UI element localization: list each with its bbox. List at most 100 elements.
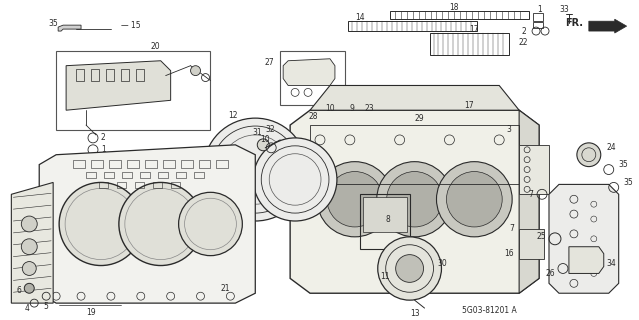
Text: 31: 31 (252, 128, 262, 138)
Bar (360, 194, 410, 249)
Text: 18: 18 (450, 3, 459, 12)
Bar (91, 160, 103, 168)
Bar (106, 69, 114, 81)
Polygon shape (290, 110, 539, 293)
Text: 1: 1 (537, 5, 543, 14)
Bar (194, 172, 203, 179)
Text: 35: 35 (619, 160, 628, 169)
Text: 2: 2 (521, 27, 527, 36)
Text: 11: 11 (380, 272, 389, 281)
Circle shape (447, 172, 502, 227)
Circle shape (59, 182, 142, 266)
Polygon shape (39, 145, 255, 303)
Bar (348, 21, 477, 31)
Bar (158, 172, 167, 179)
Text: — 15: — 15 (121, 20, 141, 30)
Circle shape (253, 138, 337, 221)
Polygon shape (283, 59, 335, 85)
Circle shape (22, 261, 36, 276)
Text: 1: 1 (101, 145, 105, 154)
Bar (163, 160, 174, 168)
Polygon shape (58, 25, 81, 31)
Text: 30: 30 (438, 259, 447, 268)
Bar (121, 69, 129, 81)
Bar (117, 182, 126, 188)
Circle shape (190, 66, 201, 76)
Text: 29: 29 (415, 114, 424, 123)
Bar (217, 160, 228, 168)
Text: 10: 10 (325, 104, 335, 113)
Text: 34: 34 (607, 259, 617, 268)
Circle shape (317, 162, 393, 237)
Circle shape (258, 139, 269, 151)
Text: 8: 8 (385, 214, 390, 224)
Bar (109, 160, 121, 168)
Polygon shape (310, 85, 519, 110)
Circle shape (21, 216, 37, 232)
Text: 13: 13 (410, 308, 419, 317)
Bar (122, 172, 132, 179)
Polygon shape (12, 182, 53, 303)
Text: 28: 28 (308, 112, 318, 121)
Bar (136, 69, 144, 81)
Circle shape (203, 118, 307, 221)
Bar (390, 11, 529, 19)
Text: 17: 17 (465, 101, 474, 110)
Text: 7: 7 (528, 190, 533, 199)
Circle shape (119, 182, 203, 266)
Text: FR.: FR. (565, 18, 583, 28)
Text: 16: 16 (505, 249, 514, 258)
Bar (533, 13, 543, 21)
Bar (533, 22, 543, 28)
Circle shape (396, 255, 424, 282)
Bar (76, 69, 84, 81)
Circle shape (24, 283, 35, 293)
Text: 7: 7 (509, 224, 514, 233)
Text: 14: 14 (355, 13, 365, 22)
Circle shape (387, 172, 442, 227)
Text: 25: 25 (536, 232, 546, 241)
Circle shape (377, 162, 452, 237)
Bar (99, 182, 108, 188)
Text: 5: 5 (43, 301, 49, 311)
Bar (181, 160, 192, 168)
Bar (363, 197, 406, 232)
Bar (176, 172, 185, 179)
Bar (145, 160, 157, 168)
Text: 22: 22 (518, 38, 528, 47)
Bar (140, 172, 150, 179)
Text: 5G03-81201 A: 5G03-81201 A (462, 306, 517, 315)
Bar (310, 125, 519, 184)
Text: 27: 27 (265, 58, 274, 67)
Text: 20: 20 (151, 42, 160, 52)
Text: 35: 35 (624, 178, 633, 187)
Bar (56, 51, 210, 130)
Text: 10: 10 (261, 135, 270, 144)
Bar (171, 182, 180, 188)
Polygon shape (569, 247, 604, 274)
Circle shape (21, 239, 37, 255)
Bar (153, 182, 162, 188)
Bar (127, 160, 139, 168)
Bar (199, 160, 210, 168)
Bar (519, 229, 544, 259)
Bar (73, 160, 85, 168)
Text: 32: 32 (265, 125, 275, 134)
Polygon shape (519, 110, 539, 293)
Text: 24: 24 (607, 143, 617, 152)
Bar (135, 182, 144, 188)
Text: 19: 19 (86, 308, 96, 316)
Text: 6: 6 (17, 286, 21, 295)
Polygon shape (66, 61, 171, 110)
Bar (280, 51, 345, 105)
Text: 33: 33 (559, 5, 569, 14)
Circle shape (436, 162, 512, 237)
Text: 4: 4 (25, 304, 29, 313)
Circle shape (378, 237, 442, 300)
Bar (104, 172, 114, 179)
Text: 17: 17 (470, 25, 479, 34)
Text: 23: 23 (365, 104, 374, 113)
Circle shape (577, 143, 601, 167)
Circle shape (327, 172, 383, 227)
Circle shape (179, 192, 242, 256)
